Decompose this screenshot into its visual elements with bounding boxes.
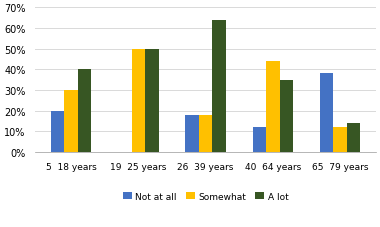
- Bar: [51, 111, 64, 152]
- Bar: [253, 128, 266, 152]
- Bar: [320, 74, 333, 152]
- Bar: [333, 128, 347, 152]
- Bar: [131, 49, 145, 152]
- Bar: [199, 115, 212, 152]
- Bar: [185, 115, 199, 152]
- Bar: [78, 70, 91, 152]
- Legend: Not at all, Somewhat, A lot: Not at all, Somewhat, A lot: [119, 189, 292, 205]
- Bar: [266, 62, 280, 152]
- Bar: [212, 20, 226, 152]
- Bar: [64, 91, 78, 152]
- Bar: [280, 80, 293, 152]
- Bar: [145, 49, 158, 152]
- Bar: [347, 123, 360, 152]
